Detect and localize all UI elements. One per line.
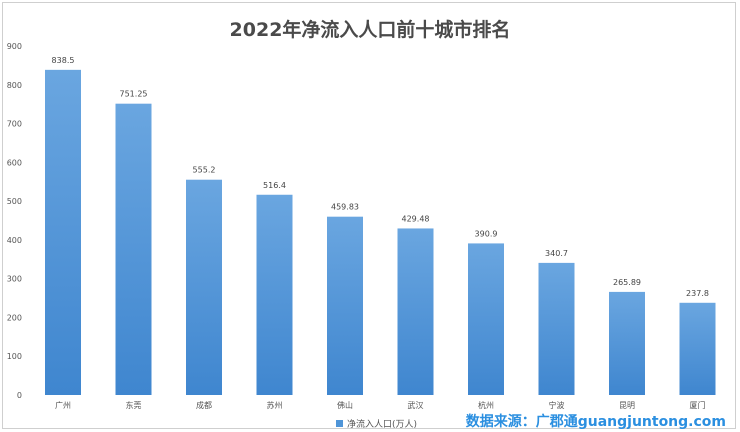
x-tick-label: 厦门 — [690, 400, 706, 410]
x-tick-label: 昆明 — [619, 401, 635, 410]
x-tick-label: 广州 — [55, 400, 71, 410]
x-tick-label: 杭州 — [478, 400, 494, 410]
bar-value-label: 237.8 — [686, 289, 709, 298]
x-tick-label: 苏州 — [267, 400, 283, 410]
y-tick-label: 200 — [7, 313, 22, 322]
bar-value-label: 429.48 — [402, 214, 430, 223]
bar-value-label: 838.5 — [52, 56, 75, 65]
bar-杭州 — [468, 243, 504, 395]
bar-value-label: 390.9 — [475, 229, 498, 238]
bar-value-label: 516.4 — [263, 181, 286, 190]
bar-宁波 — [538, 262, 575, 395]
x-tick-label: 佛山 — [337, 400, 353, 410]
bar-武汉 — [397, 228, 434, 395]
bar-value-label: 555.2 — [193, 166, 216, 175]
y-tick-label: 600 — [7, 158, 22, 167]
y-tick-label: 800 — [7, 81, 22, 90]
bar-佛山 — [327, 216, 363, 395]
y-tick-label: 400 — [7, 236, 22, 245]
bar-广州 — [45, 69, 81, 396]
bar-value-label: 459.83 — [331, 203, 359, 212]
bar-昆明 — [609, 291, 645, 395]
bar-东莞 — [115, 103, 152, 395]
x-tick-label: 武汉 — [408, 400, 424, 410]
legend-swatch — [336, 420, 343, 427]
bar-value-label: 340.7 — [545, 249, 568, 258]
bar-value-label: 265.89 — [613, 278, 641, 287]
legend-label: 净流入人口(万人) — [347, 420, 418, 430]
y-tick-label: 700 — [7, 120, 22, 129]
x-tick-label: 成都 — [196, 400, 212, 410]
data-source-text: 数据来源：广郡通guangjuntong.com — [465, 414, 726, 430]
y-tick-label: 300 — [7, 275, 22, 284]
y-tick-label: 900 — [7, 42, 22, 51]
bar-成都 — [186, 179, 222, 395]
x-tick-label: 东莞 — [126, 400, 142, 410]
chart-legend: 净流入人口(万人) — [336, 417, 417, 430]
chart-title: 2022年净流入人口前十城市排名 — [229, 19, 511, 41]
bar-苏州 — [256, 194, 293, 395]
x-tick-label: 宁波 — [549, 400, 565, 410]
bar-value-label: 751.25 — [120, 90, 148, 99]
y-tick-label: 0 — [17, 391, 22, 400]
y-tick-label: 100 — [7, 352, 22, 361]
y-tick-label: 500 — [7, 197, 22, 206]
bar-厦门 — [679, 302, 716, 395]
